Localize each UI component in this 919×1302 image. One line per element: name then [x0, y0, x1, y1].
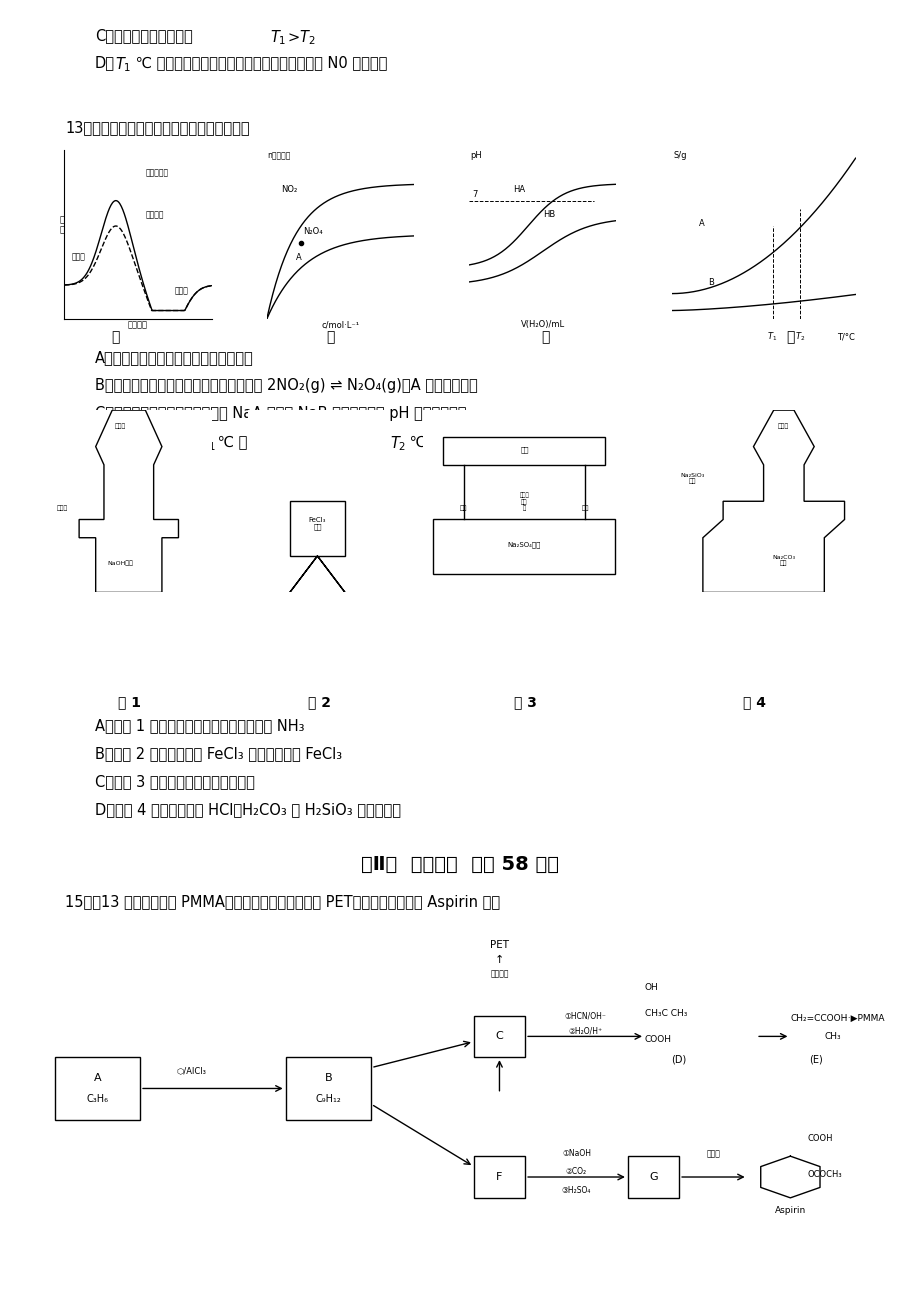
Text: 15．（13 分）有机材料 PMMA、新型可降解高分子材料 PET、常见解热镇痛药 Aspirin 的合: 15．（13 分）有机材料 PMMA、新型可降解高分子材料 PET、常见解热镇痛… — [65, 894, 500, 910]
Text: $T_1$: $T_1$ — [269, 29, 286, 47]
Text: 碱石灰: 碱石灰 — [57, 505, 68, 512]
Text: C: C — [495, 1031, 503, 1042]
Text: C．由丙可知：同温度、同浓度的 NaA 溶液与 NaB 溶液相比，其 pH 前者小于后者: C．由丙可知：同温度、同浓度的 NaA 溶液与 NaB 溶液相比，其 pH 前者… — [95, 406, 466, 421]
Text: COOH: COOH — [644, 1035, 671, 1044]
Text: 反应物: 反应物 — [72, 253, 85, 262]
Text: 图 1: 图 1 — [119, 695, 142, 710]
Bar — [473, 1156, 525, 1198]
Text: B．由乙可知：对于恒温恒容条件下的反应 2NO₂(g) ⇌ N₂O₄(g)，A 点为平衡状态: B．由乙可知：对于恒温恒容条件下的反应 2NO₂(g) ⇌ N₂O₄(g)，A … — [95, 378, 477, 393]
Text: 生成物: 生成物 — [175, 286, 188, 296]
Text: $T_1$: $T_1$ — [766, 331, 777, 342]
Text: A: A — [94, 1073, 101, 1083]
Text: 丙: 丙 — [540, 329, 549, 344]
Text: NaOH固体: NaOH固体 — [108, 560, 133, 566]
Text: $T_2$: $T_2$ — [390, 434, 406, 453]
Text: ···▶PMMA: ···▶PMMA — [841, 1014, 883, 1023]
Text: FeCl₃
溶液: FeCl₃ 溶液 — [309, 517, 325, 530]
Text: F: F — [495, 1172, 502, 1182]
Text: ⬡/AlCl₃: ⬡/AlCl₃ — [176, 1066, 206, 1075]
Text: $T_1$: $T_1$ — [115, 55, 131, 74]
Bar — [433, 519, 615, 574]
Text: (D): (D) — [671, 1055, 686, 1065]
Text: G: G — [649, 1172, 657, 1182]
Text: 浓盐酸: 浓盐酸 — [777, 423, 789, 430]
Text: ③H₂SO₄: ③H₂SO₄ — [562, 1186, 591, 1195]
Text: CH₃C CH₃: CH₃C CH₃ — [644, 1009, 686, 1018]
Text: Na₂CO₃
固体: Na₂CO₃ 固体 — [772, 555, 794, 566]
Text: COOH: COOH — [807, 1134, 832, 1143]
Bar — [443, 437, 605, 465]
Text: 阳离子
交换
膜: 阳离子 交换 膜 — [519, 492, 528, 512]
Text: ↑: ↑ — [494, 956, 504, 966]
Text: B: B — [708, 279, 713, 288]
Text: ②CO₂: ②CO₂ — [565, 1168, 586, 1177]
Bar — [627, 1156, 678, 1198]
Y-axis label: 能
量: 能 量 — [59, 215, 64, 234]
Text: 催化反应: 催化反应 — [145, 211, 164, 220]
Text: C．根据上述信息判断，: C．根据上述信息判断， — [95, 29, 193, 43]
Text: A．用图 1 所示装置制取并收集干燥纯净的 NH₃: A．用图 1 所示装置制取并收集干燥纯净的 NH₃ — [95, 717, 304, 733]
Text: CH₃: CH₃ — [823, 1032, 840, 1042]
Text: S/g: S/g — [673, 151, 686, 160]
Text: 电源: 电源 — [519, 447, 528, 453]
X-axis label: c/mol·L⁻¹: c/mol·L⁻¹ — [321, 320, 359, 329]
Text: 甲: 甲 — [110, 329, 119, 344]
X-axis label: 反应过程: 反应过程 — [128, 320, 148, 329]
Text: B: B — [324, 1073, 332, 1083]
Text: Na₂SO₄溶液: Na₂SO₄溶液 — [507, 542, 540, 548]
Text: D．用图 4 所示装置比较 HCl、H₂CO₃ 和 H₂SiO₃ 的酸性强弱: D．用图 4 所示装置比较 HCl、H₂CO₃ 和 H₂SiO₃ 的酸性强弱 — [95, 802, 401, 816]
Text: $T_1$: $T_1$ — [199, 434, 216, 453]
Text: 7: 7 — [471, 190, 477, 199]
Bar — [285, 1057, 370, 1120]
Text: 第Ⅱ卷  非选择题  （共 58 分）: 第Ⅱ卷 非选择题 （共 58 分） — [360, 855, 559, 874]
Text: pH: pH — [471, 151, 482, 160]
Text: 乙: 乙 — [325, 329, 334, 344]
Text: ℃时，A 与 B 溶液的质量分数相等: ℃时，A 与 B 溶液的质量分数相等 — [404, 434, 564, 449]
Text: OCOCH₃: OCOCH₃ — [807, 1170, 841, 1180]
Text: A: A — [296, 253, 301, 262]
Text: 图 4: 图 4 — [743, 695, 766, 710]
Text: n（消耗）: n（消耗） — [267, 151, 289, 160]
Text: NO₂: NO₂ — [281, 185, 298, 194]
Text: 石墨: 石墨 — [460, 505, 467, 512]
Text: 石墨: 石墨 — [581, 505, 588, 512]
Text: C．用图 3 所示装置制硫酸和氢氧化钠: C．用图 3 所示装置制硫酸和氢氧化钠 — [95, 773, 255, 789]
Text: C₃H₆: C₃H₆ — [86, 1094, 108, 1104]
Text: 乙酸酐: 乙酸酐 — [706, 1150, 720, 1159]
Bar — [473, 1016, 525, 1057]
Text: OH: OH — [644, 983, 658, 992]
Text: (E): (E) — [809, 1055, 822, 1065]
Text: D．: D． — [95, 55, 115, 70]
Text: >$T_2$: >$T_2$ — [287, 29, 315, 47]
Text: 图 2: 图 2 — [308, 695, 331, 710]
Text: ②H₂O/H⁺: ②H₂O/H⁺ — [567, 1027, 601, 1036]
Text: Na₂SiO₃
溶液: Na₂SiO₃ 溶液 — [680, 473, 704, 484]
Text: 浓氨水: 浓氨水 — [115, 423, 126, 430]
Text: $T_2$: $T_2$ — [794, 331, 804, 342]
Text: HA: HA — [513, 185, 525, 194]
Text: PET: PET — [490, 940, 508, 950]
Text: D．由丁可知：将: D．由丁可知：将 — [95, 434, 172, 449]
Text: CH₂=CCOOH: CH₂=CCOOH — [789, 1014, 846, 1023]
Text: 图 3: 图 3 — [513, 695, 536, 710]
Text: ①NaOH: ①NaOH — [562, 1150, 590, 1159]
Text: HB: HB — [542, 211, 554, 220]
Text: N₂O₄: N₂O₄ — [303, 228, 323, 237]
Text: 13．下列关于各图像的解释或结论不正确的是: 13．下列关于各图像的解释或结论不正确的是 — [65, 120, 249, 135]
Text: A．由甲可知：使用催化剂不影响反应热: A．由甲可知：使用催化剂不影响反应热 — [95, 350, 254, 365]
Bar — [54, 1057, 140, 1120]
Text: 一定条件: 一定条件 — [490, 970, 508, 979]
X-axis label: V(H₂O)/mL: V(H₂O)/mL — [520, 320, 564, 329]
Text: ℃ 时，向平衡体系中继续加入活性炭，可提高 N0 的转化率: ℃ 时，向平衡体系中继续加入活性炭，可提高 N0 的转化率 — [130, 55, 387, 70]
Text: ①HCN/OH⁻: ①HCN/OH⁻ — [563, 1012, 606, 1021]
Text: ℃ 的 A、B 饱和溶液升温至: ℃ 的 A、B 饱和溶液升温至 — [213, 434, 351, 449]
Text: A: A — [698, 219, 704, 228]
Text: Aspirin: Aspirin — [774, 1207, 805, 1216]
Text: 14．下列能达到实验目的的是: 14．下列能达到实验目的的是 — [65, 474, 188, 490]
Text: C₉H₁₂: C₉H₁₂ — [315, 1094, 341, 1104]
Text: 无催化反应: 无催化反应 — [145, 168, 168, 177]
Text: 丁: 丁 — [785, 329, 793, 344]
Text: T/°C: T/°C — [836, 332, 854, 341]
Text: B．用图 2 所示装置蒸发 FeCl₃ 溶液制备无水 FeCl₃: B．用图 2 所示装置蒸发 FeCl₃ 溶液制备无水 FeCl₃ — [95, 746, 342, 760]
